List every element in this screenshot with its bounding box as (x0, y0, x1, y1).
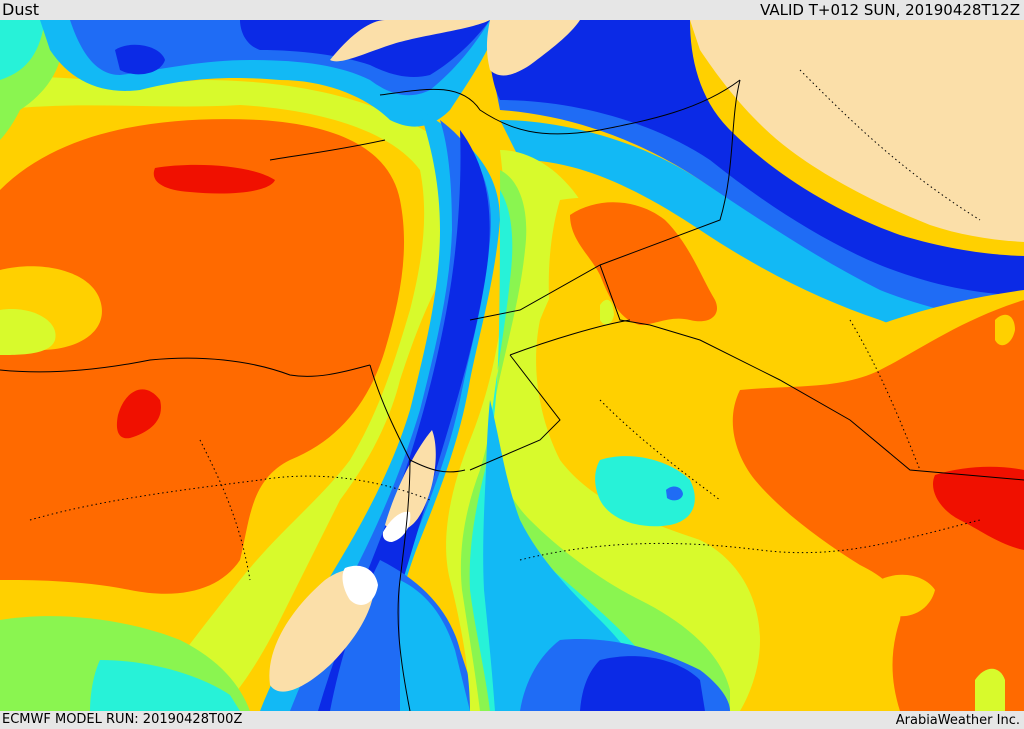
dust-zone-arabia-cyan-inner (595, 456, 695, 527)
province-borders (29, 69, 981, 581)
model-run: ECMWF MODEL RUN: 20190428T00Z (2, 712, 243, 727)
dust-forecast-map (0, 20, 1024, 711)
field-title: Dust (2, 0, 40, 19)
dust-zone-arabia-lightblue (483, 400, 660, 711)
credit: ArabiaWeather Inc. (895, 713, 1020, 728)
no-dust-land-sinai-gulf (385, 430, 436, 531)
dust-zone-arabia-yellowgreen-inner (646, 539, 700, 582)
no-dust-land-iran (690, 20, 1024, 242)
dust-zone-northeast-deepblue (489, 20, 1024, 295)
dust-zone-southern-redsea-lightblue (400, 580, 470, 711)
dust-zone-sudan-cyan (90, 660, 240, 711)
dust-core-cyprus (153, 164, 275, 194)
dust-zone-nw-cyan (0, 20, 45, 80)
dust-zone-iraq-orange (570, 202, 718, 325)
country-borders (0, 79, 1024, 711)
header-bar: Dust VALID T+012 SUN, 20190428T12Z (0, 0, 1024, 20)
dust-zone-levant-deepblue (318, 130, 490, 711)
dust-zone-west-yellowgreen-2 (0, 309, 56, 355)
dust-zone-arabia-blue-dot (666, 486, 683, 501)
dust-zone-levant-lightblue (260, 110, 500, 711)
dust-zone-yemen-deepblue (580, 656, 705, 711)
dust-zone-gulf-yellowgreen (975, 668, 1005, 711)
no-dust-land-anatolia (486, 20, 580, 76)
dust-zone-west-orange (0, 119, 405, 594)
dust-zone-oman-yellow (878, 574, 935, 617)
no-dust-white-patch-1 (382, 511, 411, 542)
dust-zone-crete-deepblue (115, 44, 165, 75)
dust-core-libya (116, 389, 161, 439)
dust-zone-gulf-yellow-strip (995, 314, 1015, 346)
valid-time: VALID T+012 SUN, 20190428T12Z (760, 1, 1020, 19)
dust-zone-gulf-orange (732, 300, 1024, 711)
dust-zone-iraq-yellowgreen (600, 299, 614, 325)
footer-bar: ECMWF MODEL RUN: 20190428T00Z ArabiaWeat… (0, 711, 1024, 729)
no-dust-land-turkey (330, 20, 490, 62)
no-dust-land-redsea-island (269, 568, 375, 692)
dust-zone-gulf-red (932, 466, 1024, 550)
no-dust-white-patch-2 (342, 565, 378, 605)
